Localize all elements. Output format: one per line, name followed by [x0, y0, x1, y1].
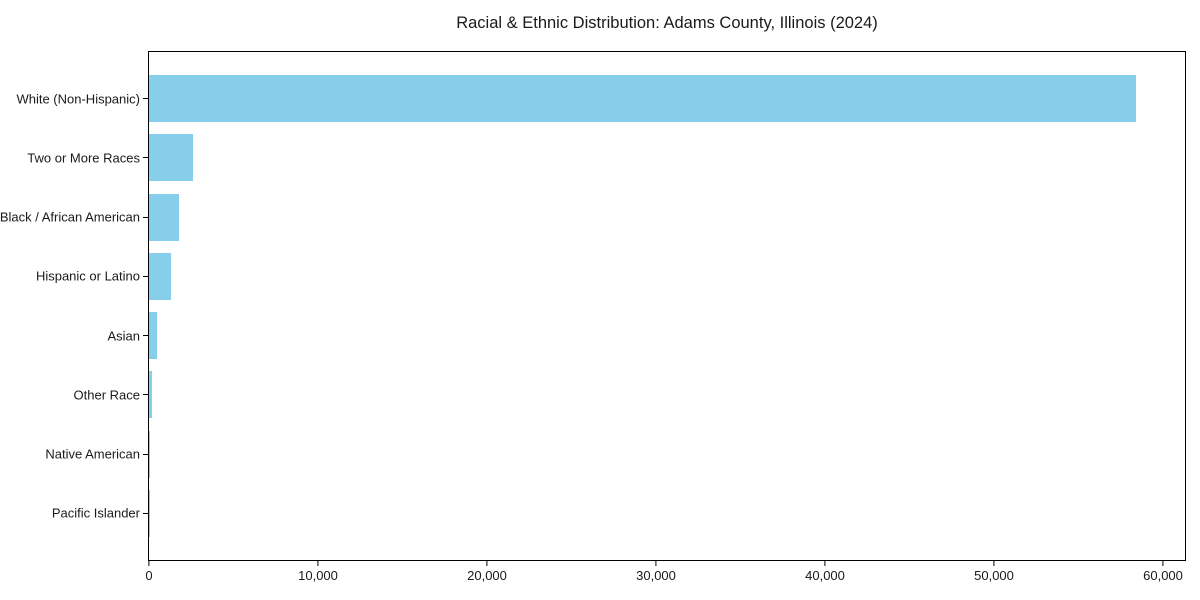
chart-title: Racial & Ethnic Distribution: Adams Coun… — [456, 14, 878, 32]
y-tick — [143, 157, 148, 159]
x-tick-label: 10,000 — [298, 568, 338, 583]
y-tick — [143, 335, 148, 337]
bar-row: Hispanic or Latino — [36, 247, 1185, 306]
y-axis-label: Hispanic or Latino — [35, 268, 140, 284]
y-tick — [143, 216, 148, 218]
bar — [149, 430, 150, 478]
bar — [149, 134, 193, 182]
x-tick — [1162, 561, 1164, 567]
y-axis-label: White (Non-Hispanic) — [16, 91, 140, 107]
x-tick — [486, 561, 488, 567]
y-axis-label: Two or More Races — [27, 150, 140, 166]
x-tick-label: 30,000 — [636, 568, 676, 583]
x-tick — [317, 561, 319, 567]
y-tick — [143, 512, 148, 514]
bar — [149, 312, 158, 360]
x-tick-label: 0 — [145, 568, 153, 583]
x-tick-label: 20,000 — [467, 568, 507, 583]
bar-row: Asian — [107, 306, 1185, 365]
x-tick-label: 50,000 — [974, 568, 1014, 583]
x-tick — [655, 561, 657, 567]
y-tick — [143, 394, 148, 396]
x-tick-label: 40,000 — [805, 568, 845, 583]
bar-row: Other Race — [74, 365, 1185, 424]
y-axis-label: Black / African American — [0, 209, 140, 225]
bar-row: White (Non-Hispanic) — [16, 69, 1185, 128]
x-tick — [148, 561, 150, 567]
bar — [149, 75, 1136, 123]
y-axis-label: Other Race — [73, 387, 140, 403]
y-tick — [143, 98, 148, 100]
bar-row: Black / African American — [0, 188, 1185, 247]
y-axis-label: Pacific Islander — [51, 505, 140, 521]
x-tick — [824, 561, 826, 567]
plot-area: White (Non-Hispanic) Two or More Races Bla… — [0, 51, 1186, 583]
bar-row: Native American — [45, 425, 1185, 484]
y-axis-label: Asian — [107, 328, 140, 344]
bar-row: Pacific Islander — [52, 484, 1185, 543]
bar — [149, 193, 180, 241]
bar — [149, 252, 171, 300]
y-axis-label: Native American — [45, 446, 140, 462]
bar — [149, 371, 152, 419]
x-tick-label: 60,000 — [1143, 568, 1183, 583]
x-tick — [993, 561, 995, 567]
bar-rows: White (Non-Hispanic) Two or More Races Bla… — [0, 52, 1185, 560]
y-tick — [143, 275, 148, 277]
y-tick — [143, 453, 148, 455]
bar-row: Two or More Races — [27, 128, 1185, 187]
